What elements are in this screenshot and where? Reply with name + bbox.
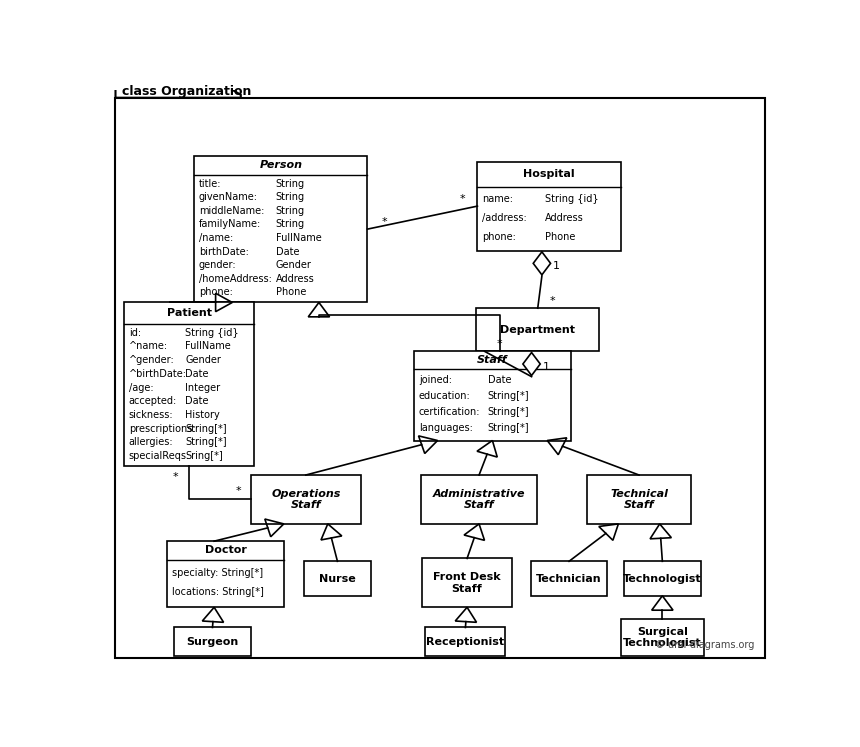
- Text: FullName: FullName: [185, 341, 231, 351]
- Text: Surgical
Technologist: Surgical Technologist: [623, 627, 702, 648]
- Text: familyName:: familyName:: [199, 220, 261, 229]
- Text: *: *: [550, 297, 556, 306]
- Text: gender:: gender:: [199, 260, 236, 270]
- Text: © uml-diagrams.org: © uml-diagrams.org: [654, 640, 754, 651]
- Text: Patient: Patient: [167, 308, 212, 318]
- Text: Receptionist: Receptionist: [427, 637, 505, 647]
- Text: String[*]: String[*]: [488, 424, 529, 433]
- Text: Surgeon: Surgeon: [187, 637, 238, 647]
- Text: /homeAddress:: /homeAddress:: [199, 273, 272, 284]
- Bar: [124, 303, 255, 466]
- Text: String {id}: String {id}: [185, 328, 239, 338]
- Text: *: *: [381, 217, 387, 227]
- Text: Phone: Phone: [544, 232, 575, 241]
- Text: Staff: Staff: [477, 356, 507, 365]
- Text: joined:: joined:: [419, 375, 452, 385]
- Text: Gender: Gender: [185, 355, 221, 365]
- Bar: [251, 475, 361, 524]
- Bar: [422, 559, 512, 607]
- Bar: [421, 475, 538, 524]
- Text: String[*]: String[*]: [185, 424, 227, 434]
- Text: Date: Date: [488, 375, 511, 385]
- Text: History: History: [185, 410, 220, 420]
- Text: sickness:: sickness:: [129, 410, 174, 420]
- Bar: [624, 561, 701, 596]
- Text: 1: 1: [553, 261, 560, 271]
- Text: /address:: /address:: [482, 213, 527, 223]
- Text: FullName: FullName: [275, 233, 322, 243]
- Text: String: String: [275, 220, 304, 229]
- Text: Address: Address: [544, 213, 583, 223]
- Bar: [304, 561, 371, 596]
- Bar: [168, 541, 284, 607]
- Text: Operations
Staff: Operations Staff: [271, 489, 341, 510]
- Polygon shape: [115, 85, 241, 98]
- Text: Person: Person: [259, 161, 303, 170]
- Text: Technologist: Technologist: [623, 574, 702, 583]
- Text: ^gender:: ^gender:: [129, 355, 175, 365]
- Text: *: *: [496, 339, 502, 350]
- Text: *: *: [173, 472, 179, 482]
- Text: class Organization: class Organization: [122, 84, 251, 98]
- Text: Gender: Gender: [275, 260, 311, 270]
- Text: education:: education:: [419, 391, 470, 401]
- Text: Date: Date: [185, 396, 209, 406]
- Text: id:: id:: [129, 328, 141, 338]
- Bar: [531, 561, 607, 596]
- Text: accepted:: accepted:: [129, 396, 177, 406]
- Text: title:: title:: [199, 179, 221, 189]
- Text: specialty: String[*]: specialty: String[*]: [172, 568, 263, 577]
- Bar: [426, 627, 506, 656]
- Text: birthDate:: birthDate:: [199, 247, 249, 256]
- Text: Integer: Integer: [185, 382, 220, 392]
- Bar: [194, 156, 367, 303]
- Text: *: *: [460, 194, 465, 204]
- Text: Department: Department: [501, 325, 575, 335]
- Text: Date: Date: [185, 369, 209, 379]
- Text: String {id}: String {id}: [544, 193, 599, 204]
- Bar: [476, 309, 599, 351]
- Text: phone:: phone:: [482, 232, 516, 241]
- Text: givenName:: givenName:: [199, 192, 258, 202]
- Text: String[*]: String[*]: [185, 438, 227, 447]
- Text: String: String: [275, 179, 304, 189]
- Bar: [477, 161, 621, 251]
- Text: Sring[*]: Sring[*]: [185, 451, 223, 461]
- Text: Technician: Technician: [537, 574, 602, 583]
- Text: phone:: phone:: [199, 288, 233, 297]
- Text: String: String: [275, 206, 304, 216]
- Text: specialReqs:: specialReqs:: [129, 451, 190, 461]
- Text: name:: name:: [482, 193, 513, 204]
- Text: middleName:: middleName:: [199, 206, 264, 216]
- Text: /name:: /name:: [199, 233, 233, 243]
- Text: Administrative
Staff: Administrative Staff: [433, 489, 525, 510]
- Text: Technical
Staff: Technical Staff: [610, 489, 668, 510]
- Text: ^birthDate:: ^birthDate:: [129, 369, 187, 379]
- Bar: [587, 475, 691, 524]
- Text: Hospital: Hospital: [523, 169, 574, 179]
- Bar: [621, 619, 704, 656]
- Text: allergies:: allergies:: [129, 438, 174, 447]
- Text: Phone: Phone: [275, 288, 306, 297]
- Text: String[*]: String[*]: [488, 391, 529, 401]
- Text: locations: String[*]: locations: String[*]: [172, 587, 264, 598]
- Text: 1: 1: [543, 362, 550, 372]
- Polygon shape: [523, 353, 540, 376]
- Text: /age:: /age:: [129, 382, 153, 392]
- Text: Front Desk
Staff: Front Desk Staff: [433, 572, 501, 594]
- Text: Doctor: Doctor: [205, 545, 247, 556]
- Text: Date: Date: [275, 247, 299, 256]
- Text: prescriptions:: prescriptions:: [129, 424, 195, 434]
- Text: String: String: [275, 192, 304, 202]
- Bar: [174, 627, 251, 656]
- Text: *: *: [236, 486, 242, 496]
- Text: Nurse: Nurse: [319, 574, 356, 583]
- Polygon shape: [533, 252, 550, 275]
- Text: certification:: certification:: [419, 407, 480, 417]
- Text: Address: Address: [275, 273, 315, 284]
- Bar: [415, 351, 571, 441]
- Text: languages:: languages:: [419, 424, 473, 433]
- Text: ^name:: ^name:: [129, 341, 168, 351]
- Text: String[*]: String[*]: [488, 407, 529, 417]
